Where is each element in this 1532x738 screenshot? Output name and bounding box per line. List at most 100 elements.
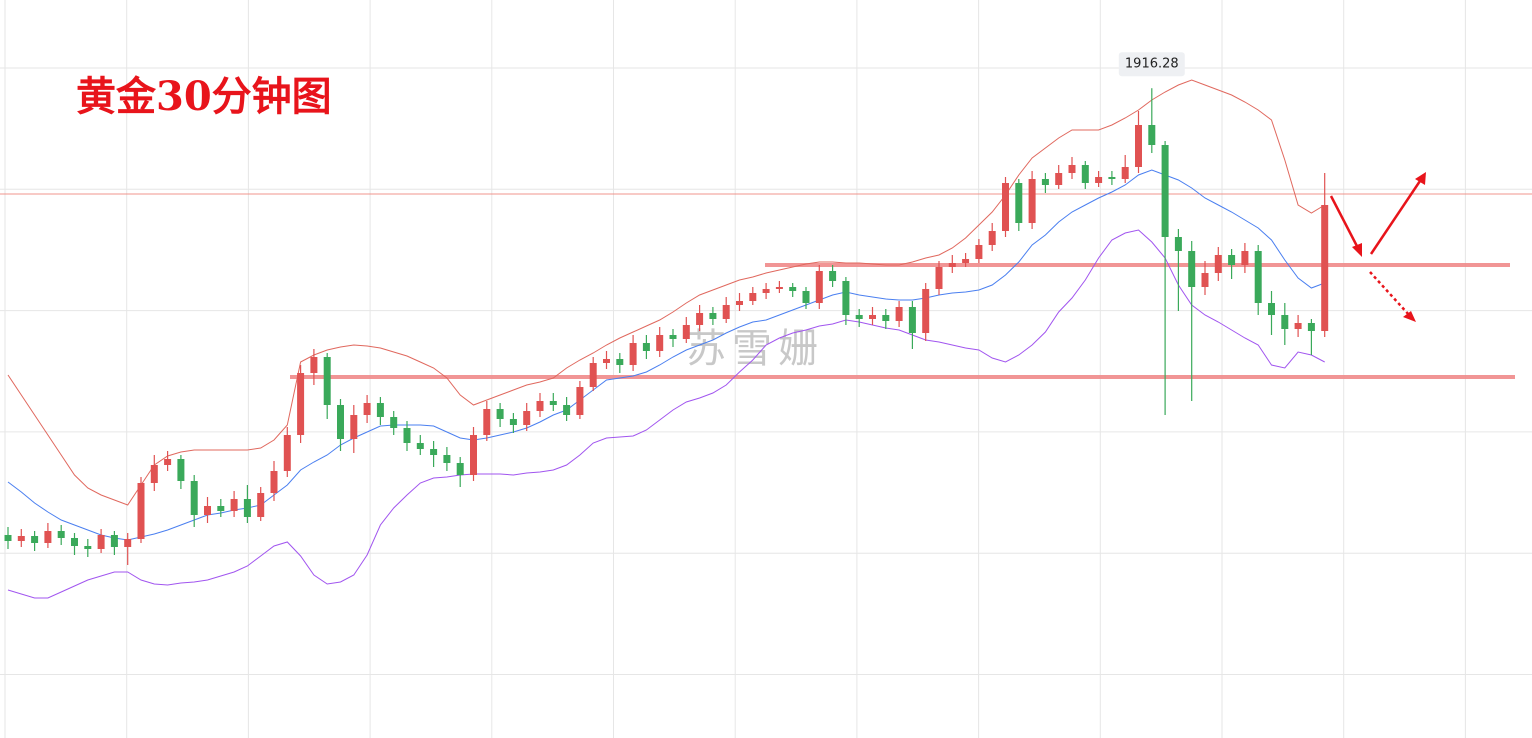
candle-body — [456, 463, 464, 475]
candle-body — [1307, 323, 1315, 331]
candle-body — [1028, 179, 1036, 223]
candle-body — [709, 313, 717, 319]
candle-body — [669, 335, 677, 339]
candle-body — [1081, 165, 1089, 183]
candle-body — [430, 449, 438, 455]
candle-body — [576, 387, 584, 415]
candle-body — [1135, 125, 1142, 167]
candle-body — [1188, 251, 1196, 287]
candle-body — [855, 315, 863, 319]
band-line — [7, 229, 1325, 599]
candle-body — [1041, 179, 1049, 185]
candle-body — [71, 538, 78, 546]
candle-body — [1268, 303, 1275, 315]
price-label: 1916.28 — [1125, 57, 1179, 72]
candle-body — [736, 301, 743, 305]
price-label-bg — [1118, 52, 1185, 77]
candle-body — [310, 357, 318, 373]
candle-body — [922, 289, 930, 333]
candle-body — [257, 493, 265, 517]
candle-body — [337, 405, 344, 439]
arrow — [1369, 177, 1424, 255]
candle-body — [376, 403, 384, 417]
candle-body — [1015, 183, 1023, 223]
candle-body — [190, 481, 198, 515]
candle-body — [1254, 251, 1262, 303]
candle-body — [177, 459, 185, 481]
arrow-head — [1403, 311, 1416, 322]
candle-body — [390, 417, 398, 428]
candle-body — [1121, 167, 1129, 179]
candle-body — [1002, 183, 1009, 231]
candle-body — [509, 419, 517, 425]
candle-body — [682, 325, 690, 339]
candle-body — [935, 267, 943, 289]
candle-body — [749, 293, 757, 301]
candle-body — [1174, 237, 1182, 251]
candle-body — [1321, 205, 1329, 331]
candle-body — [1214, 255, 1222, 273]
candle-body — [762, 289, 770, 293]
plot: 1916.28 — [0, 52, 1532, 599]
candle-body — [656, 335, 664, 351]
candle-body — [802, 291, 810, 303]
candle-body — [137, 483, 145, 539]
candle-body — [297, 373, 305, 435]
candle-body — [603, 359, 610, 363]
candle-body — [815, 271, 823, 303]
candle-body — [869, 315, 876, 319]
candle-body — [1201, 273, 1209, 287]
arrow — [1369, 271, 1411, 317]
candle-body — [470, 435, 477, 475]
band-line — [7, 169, 1325, 541]
candle-body — [775, 287, 783, 289]
candle-body — [283, 435, 291, 471]
candle-body — [97, 535, 105, 549]
candle-body — [230, 499, 238, 511]
candle-body — [443, 455, 451, 463]
candle-body — [270, 471, 278, 493]
candle-body — [1241, 251, 1249, 265]
candle-body — [523, 411, 531, 425]
candle-body — [323, 357, 331, 405]
arrow-head — [1415, 172, 1426, 185]
candle-body — [124, 539, 132, 547]
watermark: 苏雪姗 — [686, 326, 824, 372]
arrows — [1329, 172, 1426, 322]
candle-body — [350, 415, 358, 439]
candle-body — [789, 287, 797, 291]
candle-body — [908, 307, 916, 333]
candle-body — [44, 531, 52, 543]
arrow — [1329, 195, 1362, 253]
candle-body — [150, 465, 158, 483]
band-line — [7, 79, 1325, 506]
candle-body — [948, 263, 956, 267]
candle-body — [549, 401, 557, 405]
candle-body — [4, 535, 12, 541]
candle-body — [483, 409, 491, 435]
candle-body — [1148, 125, 1156, 145]
candle-body — [204, 506, 211, 515]
candle-body — [1068, 165, 1076, 173]
candle-body — [416, 443, 424, 449]
candle-body — [642, 343, 650, 351]
candle-body — [895, 307, 903, 321]
candle-body — [975, 245, 983, 259]
candle-body — [496, 409, 504, 419]
candle-body — [536, 401, 544, 411]
candle-body — [84, 546, 92, 549]
candle-body — [842, 281, 850, 315]
candle-body — [403, 428, 411, 443]
candle-body — [1161, 145, 1169, 237]
candle-body — [164, 459, 172, 465]
candle-body — [616, 359, 624, 365]
candle-body — [1228, 255, 1236, 265]
candle-body — [110, 535, 118, 547]
candle-body — [31, 536, 39, 543]
candle-body — [1294, 323, 1302, 329]
chart-title: 黄金30分钟图 — [76, 73, 332, 120]
candle-body — [722, 305, 730, 319]
candle-body — [57, 531, 65, 538]
